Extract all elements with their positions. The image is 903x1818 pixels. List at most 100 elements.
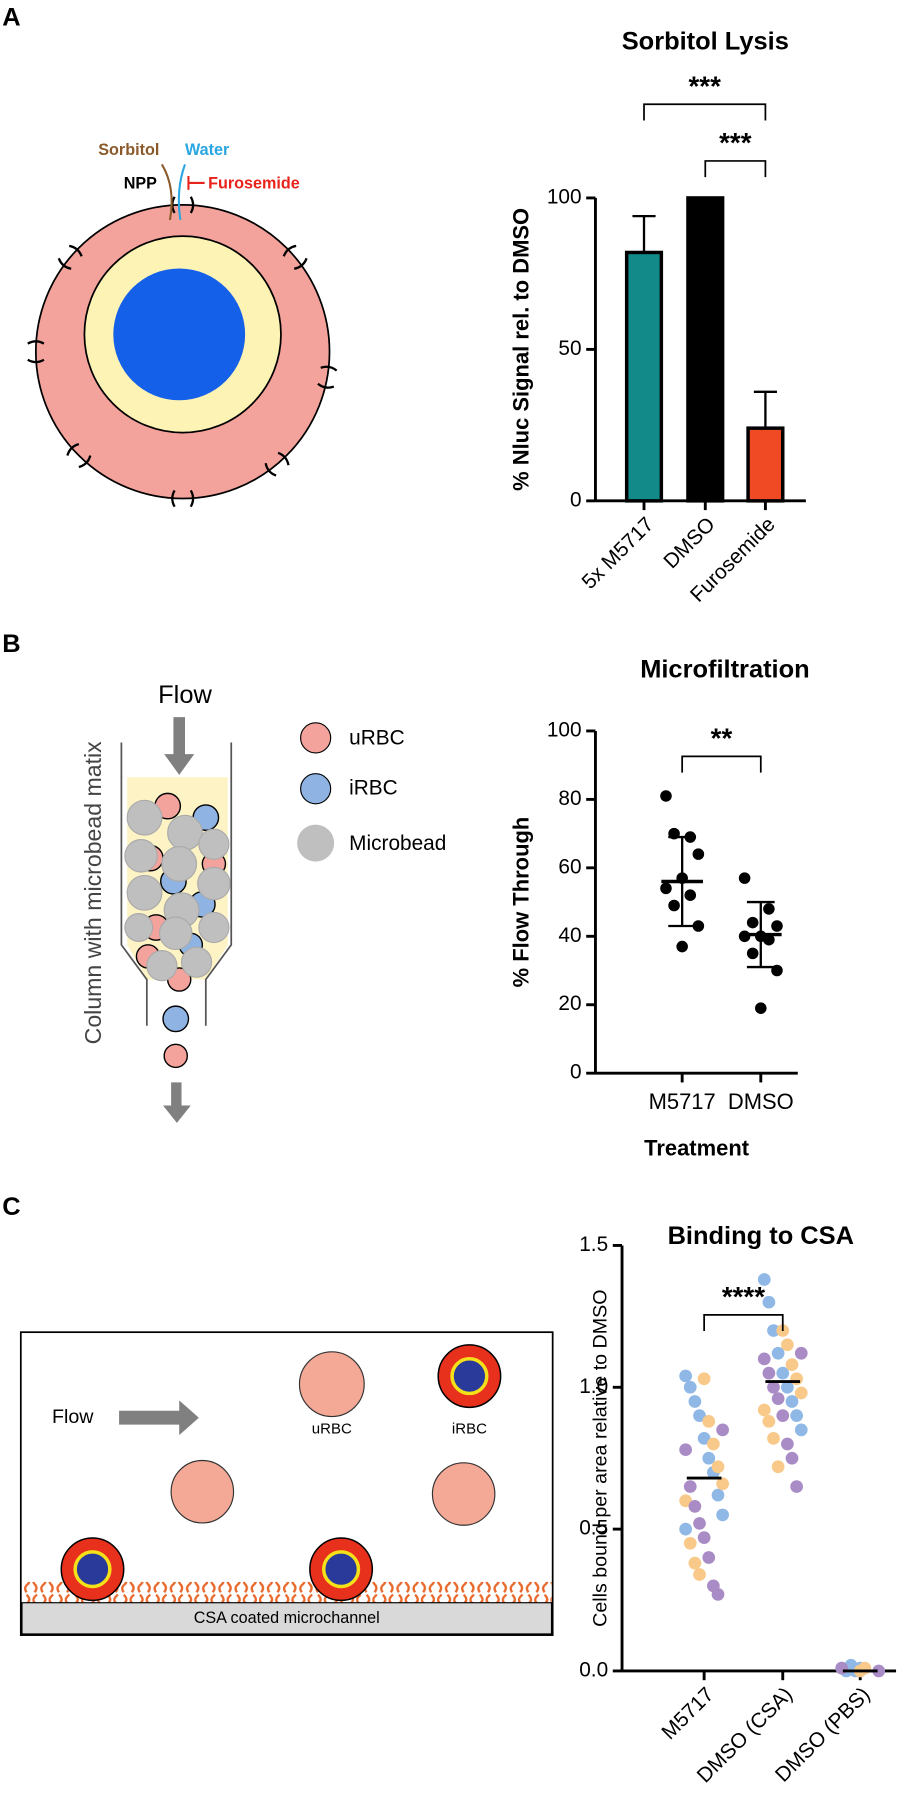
- y-tick-label: 20: [558, 992, 581, 1015]
- bar: [624, 250, 664, 503]
- point: [790, 1480, 803, 1493]
- significance-bracket: [704, 160, 767, 178]
- point: [702, 1551, 716, 1564]
- point: [776, 1409, 790, 1423]
- point: [692, 920, 705, 932]
- point: [676, 940, 688, 953]
- point: [697, 1431, 711, 1445]
- y-tick-label: 50: [558, 337, 581, 360]
- point: [781, 1380, 794, 1394]
- point: [660, 882, 672, 895]
- panel-letter: A: [2, 3, 20, 31]
- point: [781, 1338, 794, 1352]
- point: [679, 1443, 692, 1457]
- point: [785, 1358, 799, 1371]
- point: [858, 1661, 872, 1675]
- point: [771, 1346, 785, 1360]
- legend-entry: uRBC: [349, 727, 404, 750]
- point: [755, 1002, 767, 1014]
- label: Sorbitol: [98, 141, 159, 159]
- significance-label: ****: [722, 1281, 765, 1312]
- point: [771, 1460, 785, 1474]
- bar: [746, 426, 785, 503]
- y-tick-label: 0: [570, 488, 582, 511]
- chart-title: Microfiltration: [640, 656, 809, 684]
- point: [767, 1324, 780, 1337]
- significance-bracket: [643, 103, 767, 121]
- point: [679, 1369, 692, 1383]
- point: [688, 1556, 702, 1570]
- point: [763, 903, 775, 915]
- label: NPP: [124, 174, 157, 192]
- point: [688, 1395, 702, 1408]
- label: Flow: [52, 1406, 94, 1428]
- cell-diagram: [27, 163, 338, 508]
- point: [692, 848, 705, 860]
- label: Water: [185, 141, 230, 159]
- point: [693, 1517, 706, 1530]
- legend-entry: iRBC: [349, 776, 398, 799]
- point: [763, 933, 775, 946]
- point: [711, 1488, 725, 1502]
- point: [746, 947, 759, 960]
- point: [771, 1392, 785, 1405]
- point: [683, 1536, 697, 1550]
- significance-label: **: [711, 723, 733, 754]
- x-tick-label: DMSO: [728, 1089, 794, 1114]
- point: [762, 1295, 776, 1309]
- point: [716, 1477, 729, 1491]
- y-axis-label: % Nluc Signal rel. to DMSO: [508, 208, 533, 491]
- point: [688, 1500, 702, 1513]
- point: [794, 1346, 808, 1360]
- panel-letter: B: [2, 630, 20, 658]
- point: [683, 1480, 697, 1493]
- label: Furosemide: [208, 174, 300, 192]
- point: [738, 872, 751, 884]
- bar: [686, 196, 725, 503]
- legend-entry: Microbead: [349, 832, 446, 855]
- label: Column with microbead matix: [80, 741, 106, 1045]
- chart-title: Binding to CSA: [668, 1222, 854, 1250]
- y-tick-label: 0: [570, 1061, 582, 1084]
- x-axis-label: Treatment: [644, 1135, 750, 1160]
- point: [785, 1395, 799, 1408]
- point: [716, 1508, 729, 1522]
- y-tick-label: 100: [547, 718, 582, 741]
- y-tick-label: 100: [547, 185, 582, 208]
- y-tick-label: 0.5: [579, 1517, 608, 1540]
- y-axis-label: % Flow Through: [508, 817, 533, 988]
- label: iRBC: [452, 1420, 487, 1437]
- chart-title: Sorbitol Lysis: [622, 28, 789, 56]
- y-tick-label: 1.0: [579, 1375, 608, 1398]
- point: [679, 1522, 692, 1536]
- point: [835, 1661, 849, 1675]
- y-tick-label: 1.5: [579, 1233, 608, 1256]
- point: [697, 1372, 711, 1386]
- point: [767, 1431, 780, 1445]
- point: [790, 1372, 803, 1386]
- point: [781, 1437, 794, 1451]
- y-tick-label: 0.0: [579, 1658, 608, 1681]
- column-diagram: [120, 717, 335, 1123]
- label: Flow: [158, 681, 212, 709]
- point: [697, 1531, 711, 1544]
- point: [794, 1423, 808, 1437]
- point: [711, 1460, 725, 1474]
- point: [693, 1409, 706, 1423]
- point: [668, 899, 680, 912]
- point: [716, 1423, 729, 1437]
- point: [702, 1451, 716, 1465]
- x-tick-label: M5717: [649, 1089, 716, 1114]
- point: [762, 1366, 776, 1380]
- point: [702, 1414, 716, 1428]
- point: [785, 1451, 799, 1465]
- point: [757, 1273, 771, 1286]
- channel-diagram: [19, 1331, 554, 1636]
- point: [872, 1664, 886, 1678]
- point: [711, 1587, 725, 1601]
- panel-letter: C: [2, 1193, 20, 1221]
- significance-bracket: [703, 1313, 784, 1332]
- y-tick-label: 80: [558, 787, 581, 810]
- point: [660, 790, 672, 802]
